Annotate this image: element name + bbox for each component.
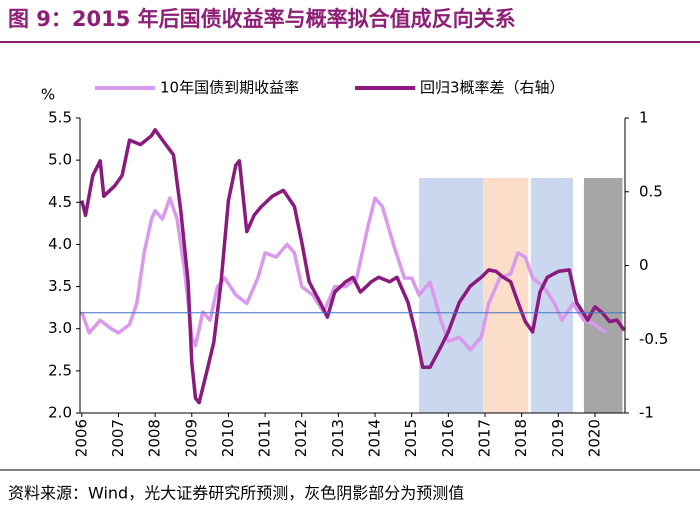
x-tick-label: 2012 — [292, 419, 310, 457]
y2-tick-label: -1 — [639, 404, 654, 422]
legend-label: 10年国债到期收益率 — [160, 79, 299, 97]
x-tick-label: 2010 — [219, 419, 237, 457]
shaded-region — [583, 178, 623, 413]
x-tick-label: 2008 — [146, 419, 164, 457]
x-tick-label: 2007 — [109, 419, 127, 457]
y-tick-label: 2.0 — [48, 404, 72, 422]
y-tick-label: 4.0 — [48, 235, 72, 253]
x-tick-label: 2013 — [329, 419, 347, 457]
y2-tick-label: 1 — [639, 109, 649, 127]
y-tick-label: 3.0 — [48, 319, 72, 337]
shaded-region — [483, 178, 529, 413]
y-axis-label: % — [41, 86, 55, 104]
shaded-region — [530, 178, 573, 413]
chart-title: 图 9：2015 年后国债收益率与概率拟合值成反向关系 — [8, 7, 516, 31]
x-tick-label: 2016 — [439, 419, 457, 457]
x-tick-label: 2014 — [366, 419, 384, 457]
x-tick-label: 2009 — [182, 419, 200, 457]
legend-label: 回归3概率差（右轴） — [420, 79, 565, 97]
y-tick-label: 4.5 — [48, 193, 72, 211]
y-tick-label: 5.0 — [48, 151, 72, 169]
x-tick-label: 2020 — [585, 419, 603, 457]
x-tick-label: 2015 — [402, 419, 420, 457]
shaded-region — [419, 178, 484, 413]
series-line — [80, 128, 626, 405]
y-tick-label: 3.5 — [48, 277, 72, 295]
x-tick-label: 2006 — [72, 419, 90, 457]
x-tick-label: 2018 — [512, 419, 530, 457]
y2-tick-label: 0.5 — [639, 182, 663, 200]
x-tick-label: 2017 — [475, 419, 493, 457]
source: 资料来源：Wind，光大证券研究所预测，灰色阴影部分为预测值 — [8, 484, 464, 503]
y-tick-label: 5.5 — [48, 109, 72, 127]
y-tick-label: 2.5 — [48, 361, 72, 379]
x-tick-label: 2019 — [549, 419, 567, 457]
x-tick-label: 2011 — [256, 419, 274, 457]
y2-tick-label: 0 — [639, 256, 649, 274]
y2-tick-label: -0.5 — [639, 330, 668, 348]
